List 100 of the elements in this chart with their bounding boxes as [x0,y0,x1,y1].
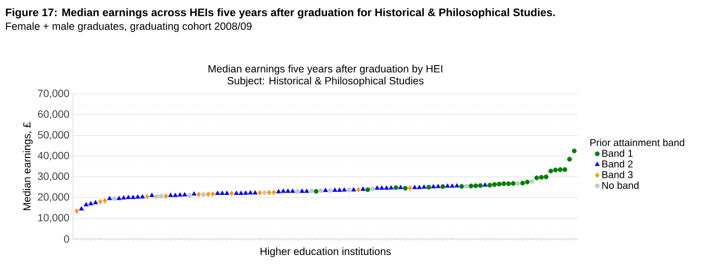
point [220,190,225,195]
point [215,190,220,195]
point [384,185,389,190]
y-tick-label: 50,000 [38,131,70,140]
point [243,190,248,195]
point [258,190,262,196]
point [337,188,342,192]
point [102,198,108,204]
point [276,188,282,194]
point [130,194,136,200]
point [252,190,258,195]
point [402,186,408,191]
point [201,192,206,197]
point [379,185,384,190]
point [328,188,333,193]
point [374,185,380,190]
point [539,174,544,180]
point [342,187,347,192]
point [534,176,540,180]
point [158,194,164,199]
point [520,180,526,186]
point [388,185,394,190]
point [450,183,455,188]
point [182,192,188,196]
y-tick-label: 60,000 [38,110,70,120]
point [398,184,404,190]
point [567,156,572,162]
point [88,200,94,206]
point [234,190,239,195]
point [332,188,338,192]
point [93,200,98,204]
legend-title: Prior attainment band [590,138,684,146]
point [454,183,460,188]
legend-label: Band 3 [602,170,633,178]
chart-subtitle: Female + male graduates, graduating cohort 2008/09 [6,22,252,32]
point [262,190,267,196]
point [140,194,145,198]
point [487,182,492,188]
point [135,194,140,199]
point [145,194,150,200]
point [84,202,89,206]
point [572,148,577,154]
point [516,181,520,186]
point [74,208,79,214]
point [178,192,182,197]
point [267,190,272,196]
point [473,183,478,188]
point [408,185,412,191]
point [496,182,502,186]
point [168,192,174,197]
y-tick-label: 20,000 [38,193,70,202]
point [154,194,159,199]
point [426,184,432,190]
point [164,193,168,199]
point [79,206,84,210]
point [304,188,310,193]
point [416,184,422,190]
point [422,184,427,189]
point [394,185,398,190]
point [290,188,296,193]
y-tick-label: 30,000 [38,172,70,182]
point [149,192,154,197]
point [553,168,558,172]
chart-title: Figure 17: Median earnings across HEIs five years after graduation for Historical & Philosophical Studies. [6,8,555,18]
x-axis-title: Higher education institutions [260,247,391,258]
point [126,194,131,200]
point [510,181,516,186]
point [356,186,360,192]
y-tick-label: 0 [64,235,70,243]
point [412,184,418,190]
point [248,190,253,195]
point [501,181,506,186]
point [314,188,319,194]
point [445,183,450,188]
y-axis-title: Median earnings, £ [22,122,33,210]
point [187,193,192,198]
point [431,184,436,188]
point [351,187,356,192]
point [196,192,201,198]
point [224,190,230,195]
point [300,188,304,193]
point [272,190,276,196]
point [370,186,375,192]
point [116,196,122,200]
point [482,182,488,187]
point [360,186,366,191]
point [318,188,324,194]
point [436,184,441,188]
legend-label: Band 1 [602,149,633,157]
point [323,188,328,192]
point [121,195,126,200]
point [440,184,446,189]
point [492,182,497,187]
point [112,196,117,201]
legend-label: Band 2 [602,160,633,168]
point [464,184,469,189]
point [238,190,244,195]
y-tick-label: 40,000 [38,152,70,160]
text: Subject: Historical & Philosophical Studies [228,76,424,86]
point [229,190,234,196]
